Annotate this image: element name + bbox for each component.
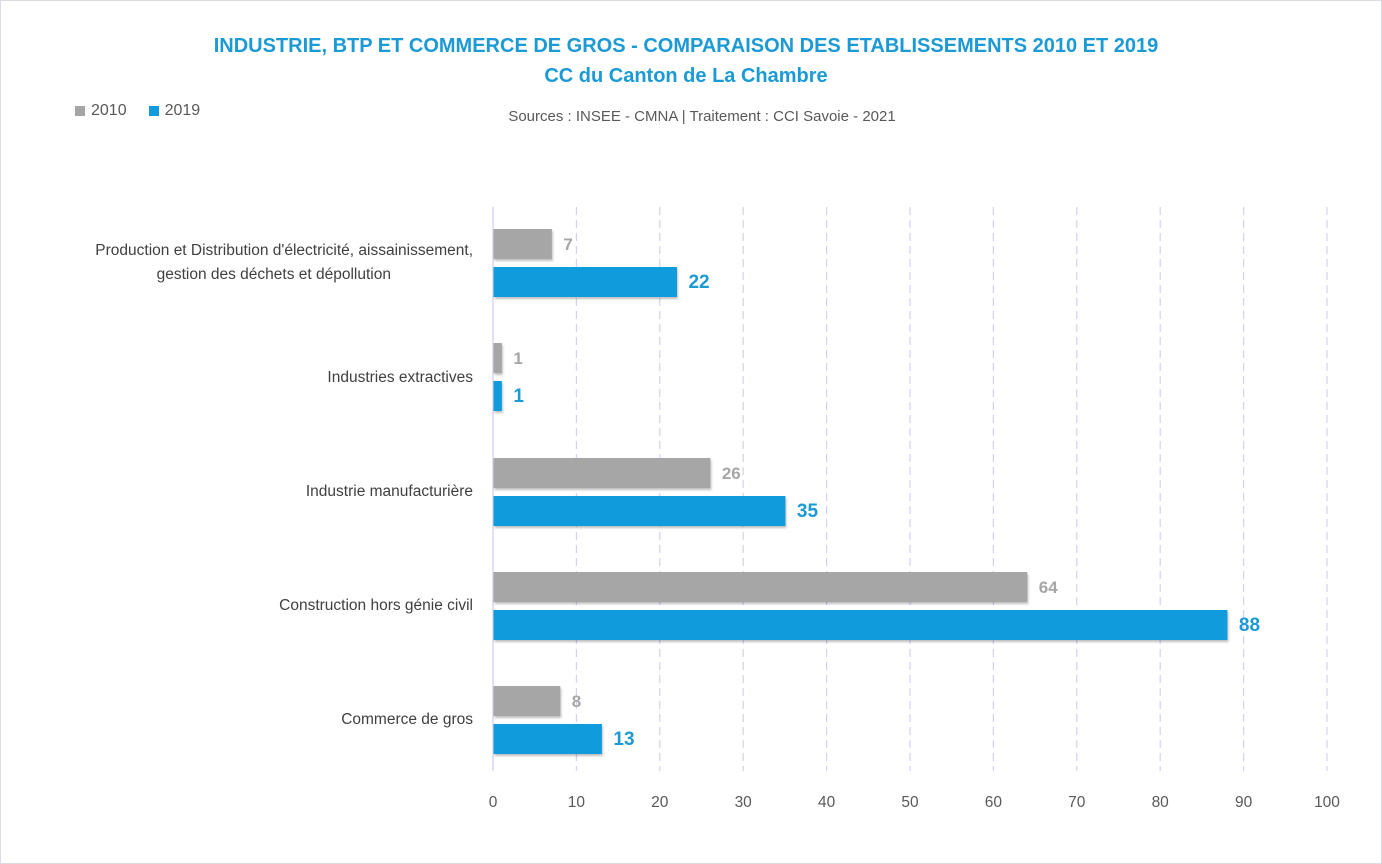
legend-label-2019: 2019 [164,102,201,119]
chart-title: INDUSTRIE, BTP ET COMMERCE DE GROS - COM… [213,35,1159,57]
data-label-2019: 22 [688,272,709,293]
data-label-2019: 35 [797,501,819,522]
x-tick-label: 50 [901,794,919,811]
x-tick-label: 40 [818,794,836,811]
data-label-2010: 1 [513,349,522,368]
legend-swatch-2010 [75,106,85,116]
legend-item-2019: 2019 [148,102,201,120]
data-label-2019: 88 [1239,615,1260,636]
category-label-construction: Construction hors génie civil [13,594,473,618]
category-label-line: Construction hors génie civil [279,597,473,614]
x-tick-label: 100 [1314,794,1340,811]
legend-swatch-2019 [148,106,159,116]
bar-2019 [493,724,602,754]
chart-source: Sources : INSEE - CMNA | Traitement : CC… [508,108,896,125]
category-label-extractives: Industries extractives [13,366,473,390]
x-tick-label: 60 [985,794,1003,811]
x-tick-label: 80 [1152,794,1170,811]
data-label-2019: 1 [513,386,524,407]
category-label-manufacturiere: Industrie manufacturière [13,480,473,504]
legend-label-2010: 2010 [91,102,127,119]
data-label-2019: 13 [613,729,634,750]
category-label-line: Commerce de gros [341,711,473,728]
legend: 2010 2019 [75,102,200,120]
bar-2019 [493,610,1228,640]
bar-2010 [493,458,711,488]
bar-2019 [493,381,502,411]
bar-2010 [493,572,1028,602]
category-label-commerce: Commerce de gros [13,708,473,732]
data-label-2010: 26 [722,464,741,483]
category-label-line: Industrie manufacturière [305,483,473,500]
bar-2019 [493,267,677,297]
x-tick-label: 0 [489,794,498,811]
data-label-2010: 7 [563,235,572,254]
bar-2010 [493,229,552,259]
data-label-2010: 8 [572,692,581,711]
bar-2010 [493,343,502,373]
category-label-electricite: Production et Distribution d'électricité… [13,239,473,287]
category-label-line: Industries extractives [327,369,473,386]
x-tick-label: 10 [568,794,586,811]
bar-2019 [493,496,786,526]
x-tick-label: 20 [651,794,669,811]
category-label-line: Production et Distribution d'électricité… [95,242,473,259]
data-label-2010: 64 [1039,578,1058,597]
legend-item-2010: 2010 [75,102,127,120]
x-tick-label: 90 [1235,794,1253,811]
chart-subtitle: CC du Canton de La Chambre [544,65,828,87]
category-label-line: gestion des déchets et dépollution [156,266,391,283]
x-tick-label: 30 [735,794,753,811]
x-tick-label: 70 [1068,794,1086,811]
bar-2010 [493,686,561,716]
